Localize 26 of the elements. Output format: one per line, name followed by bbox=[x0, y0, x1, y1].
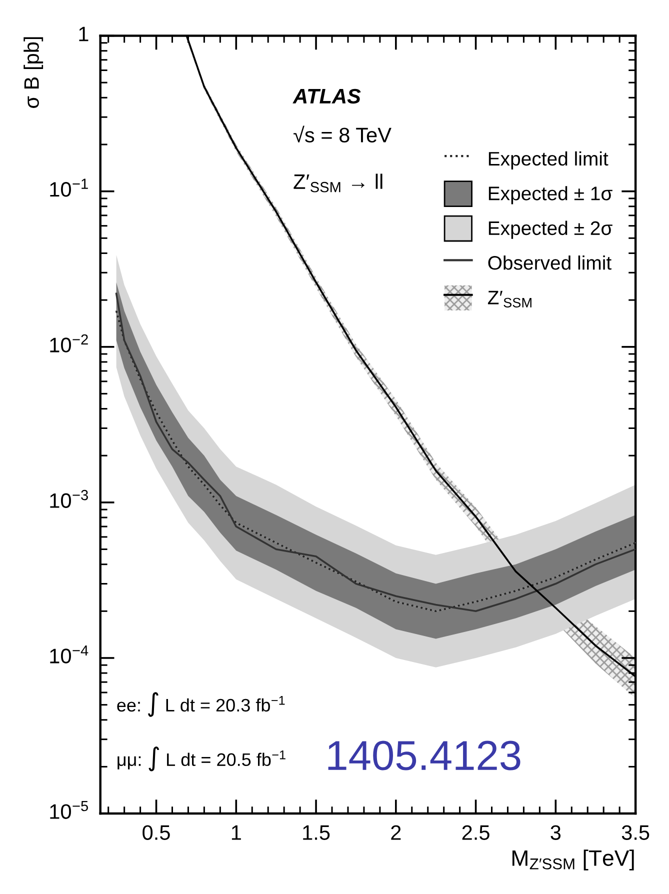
legend-label: Expected ± 1σ bbox=[488, 186, 612, 204]
x-tick-label: 3 bbox=[550, 825, 561, 840]
x-tick-label: 2.5 bbox=[462, 825, 490, 840]
annotation: 1405.4123 bbox=[328, 740, 520, 770]
x-axis-title: M$_{Z′SSM}$ [TeV] bbox=[512, 850, 634, 870]
y-tick-label: 10$^{−3}$ bbox=[50, 490, 88, 508]
legend-label: Observed limit bbox=[488, 255, 612, 270]
y-tick-label: 1 bbox=[79, 26, 88, 42]
x-tick-label: 2 bbox=[391, 825, 401, 840]
y-tick-label: 10$^{−4}$ bbox=[50, 645, 88, 664]
annotation: μμ: ∫ L dt = 20.5 fb$^{−1}$ bbox=[118, 746, 286, 772]
legend-label: Z′$_{SSM}$ bbox=[488, 290, 532, 308]
y-tick-label: 10$^{−1}$ bbox=[50, 178, 88, 197]
y-axis-title: σ B [pb] bbox=[24, 37, 44, 108]
x-tick-label: 1.5 bbox=[303, 825, 330, 840]
annotation: ee: ∫ L dt = 20.3 fb$^{−1}$ bbox=[117, 692, 285, 717]
x-tick-label: 3.5 bbox=[622, 825, 650, 840]
legend-label: Expected limit bbox=[488, 151, 608, 170]
x-tick-label: 0.5 bbox=[142, 825, 170, 840]
legend-label: Expected ± 2σ bbox=[488, 220, 612, 239]
y-tick-label: 10$^{−5}$ bbox=[50, 801, 88, 819]
annotation: √s = 8 TeV bbox=[294, 126, 392, 142]
annotation: Z′$_{SSM}$ → ll bbox=[294, 174, 382, 192]
x-tick-label: 1 bbox=[232, 825, 241, 840]
annotation: ATLAS bbox=[292, 88, 361, 104]
y-tick-label: 10$^{−2}$ bbox=[50, 334, 88, 352]
